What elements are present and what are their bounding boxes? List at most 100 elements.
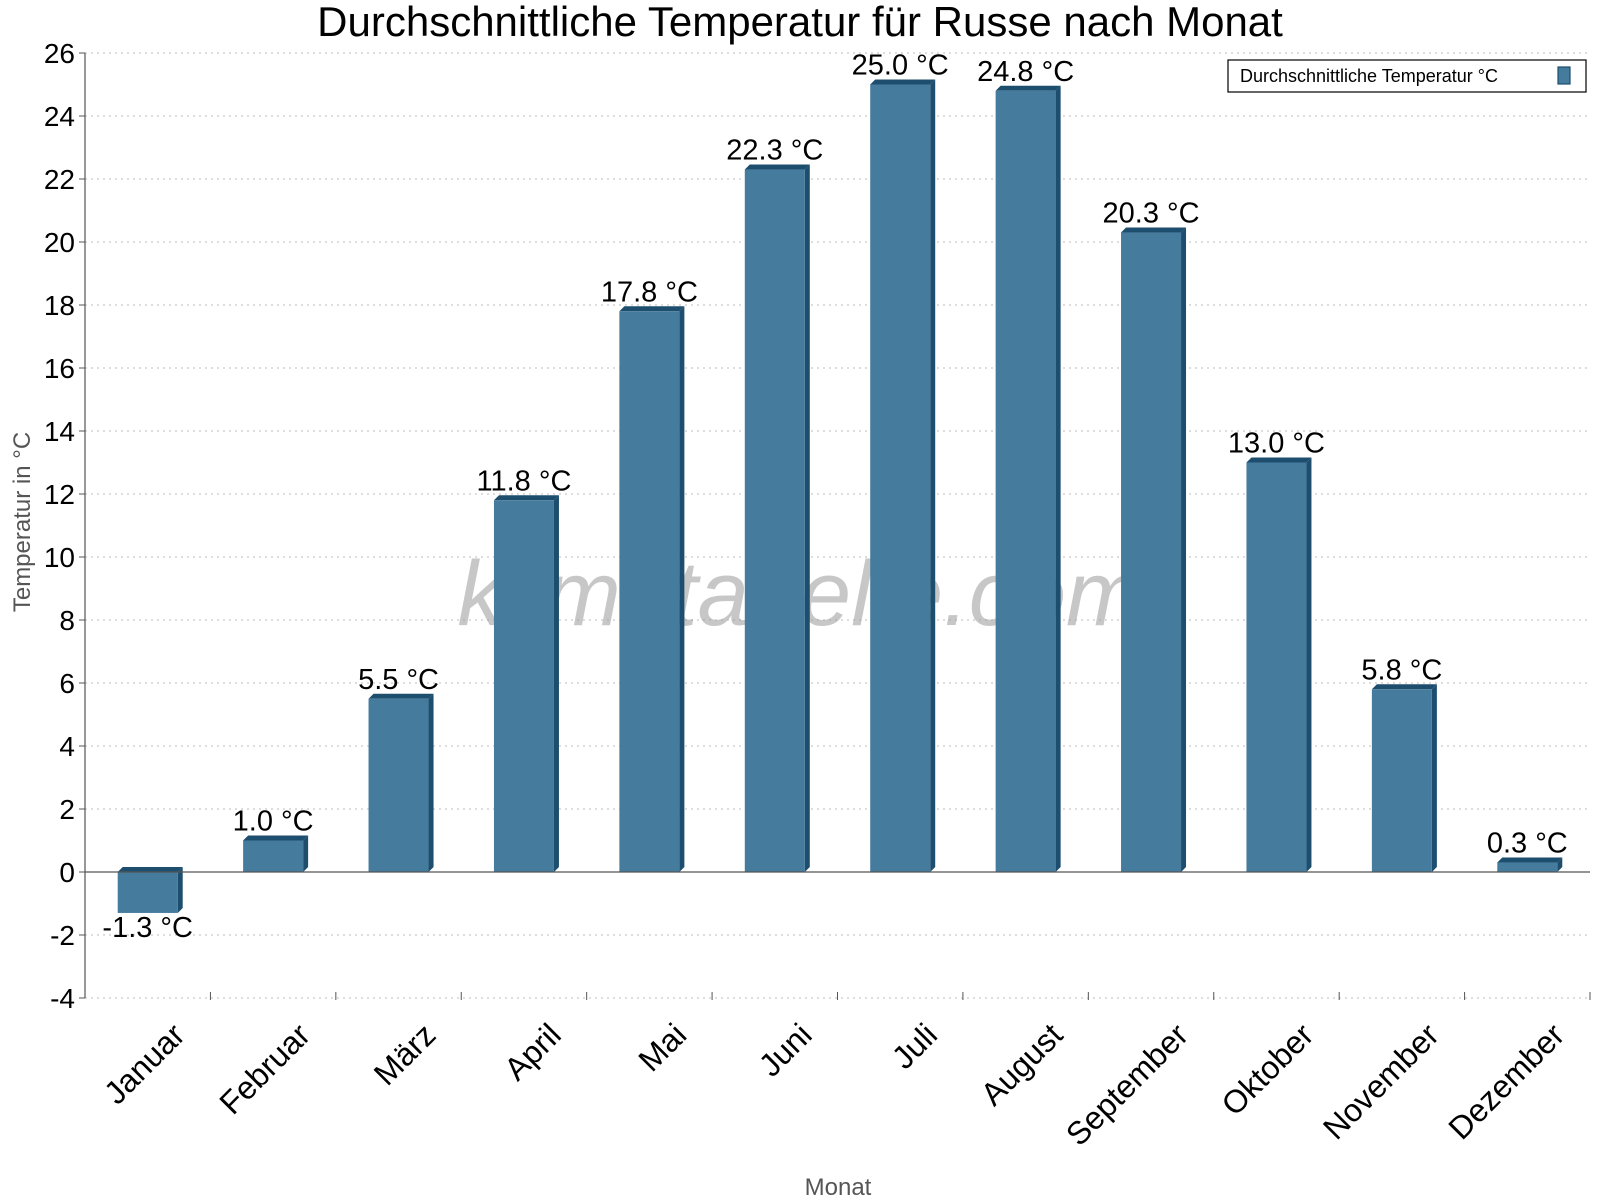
- legend: Durchschnittliche Temperatur °C: [1227, 59, 1587, 93]
- bar-side-face: [1557, 857, 1563, 872]
- bar-front-face: [368, 698, 429, 872]
- data-label: 25.0 °C: [852, 50, 949, 82]
- y-tick-label: 10: [44, 542, 75, 573]
- bar-juni: [744, 164, 810, 873]
- bar-front-face: [243, 840, 304, 872]
- bar-side-face: [553, 495, 559, 872]
- bar-top-face: [1497, 857, 1563, 863]
- data-label: 1.0 °C: [233, 806, 314, 838]
- data-label: 13.0 °C: [1228, 428, 1325, 460]
- bar-top-face: [243, 835, 309, 841]
- y-tick-label: 20: [44, 227, 75, 258]
- x-tick-label: Dezember: [1441, 1016, 1571, 1146]
- bar-side-face: [1431, 684, 1437, 872]
- y-tick-label: 2: [59, 794, 75, 825]
- bar-front-face: [1497, 862, 1558, 872]
- data-label: 24.8 °C: [977, 56, 1074, 88]
- y-axis-title: Temperatur in °C: [9, 432, 36, 612]
- y-tick-label: 12: [44, 479, 75, 510]
- y-tick-label: 14: [44, 416, 75, 447]
- bar-märz: [368, 693, 434, 872]
- x-tick-label: April: [497, 1016, 568, 1087]
- data-labels: -1.3 °C 1.0 °C 5.5 °C 11.8 °C 17.8 °C 22.3 °C…: [102, 50, 1567, 944]
- bar-september: [1121, 227, 1187, 873]
- y-tick-label: 16: [44, 353, 75, 384]
- bar-dezember: [1497, 857, 1563, 872]
- bar-august: [995, 85, 1061, 873]
- bar-front-face: [870, 84, 931, 872]
- bar-front-face: [619, 311, 680, 872]
- x-tick-label: Juni: [752, 1016, 819, 1083]
- bar-side-face: [303, 835, 309, 872]
- bar-februar: [243, 835, 309, 872]
- bar-side-face: [1055, 85, 1061, 873]
- x-tick-label: März: [367, 1016, 443, 1092]
- bar-front-face: [1246, 462, 1307, 872]
- x-tick-label: August: [974, 1016, 1070, 1112]
- bar-januar: [117, 867, 183, 913]
- bar-mai: [619, 306, 685, 872]
- data-label: 17.8 °C: [601, 276, 698, 308]
- bar-top-face: [870, 79, 936, 85]
- bar-top-face: [1371, 684, 1437, 690]
- x-tick-label: November: [1316, 1016, 1446, 1146]
- bar-front-face: [117, 872, 178, 913]
- data-label: 0.3 °C: [1487, 828, 1568, 860]
- bar-side-face: [679, 306, 685, 872]
- x-tick-label: Februar: [212, 1016, 317, 1121]
- data-label: 22.3 °C: [726, 135, 823, 167]
- bar-side-face: [930, 79, 936, 872]
- bar-front-face: [493, 500, 554, 872]
- bar-front-face: [1371, 689, 1432, 872]
- bar-side-face: [1306, 457, 1312, 872]
- y-tick-label: 0: [59, 857, 75, 888]
- bar-top-face: [995, 85, 1061, 91]
- bar-top-face: [117, 867, 183, 872]
- y-tick-label: 6: [59, 668, 75, 699]
- bar-front-face: [995, 90, 1056, 873]
- data-label: 11.8 °C: [477, 465, 572, 497]
- y-tick-label: 18: [44, 290, 75, 321]
- bars: [117, 79, 1563, 913]
- y-tick-label: 4: [59, 731, 75, 762]
- x-tick-label: Januar: [97, 1016, 192, 1111]
- bar-top-face: [1246, 457, 1312, 463]
- bar-oktober: [1246, 457, 1312, 872]
- bar-side-face: [1181, 227, 1187, 873]
- data-label: 5.5 °C: [358, 664, 439, 696]
- bar-top-face: [368, 693, 434, 699]
- legend-label: Durchschnittliche Temperatur °C: [1240, 66, 1498, 86]
- y-tick-label: 24: [44, 101, 75, 132]
- x-tick-label: Oktober: [1214, 1016, 1320, 1122]
- x-tick-label: September: [1059, 1016, 1195, 1152]
- y-tick-label: 22: [44, 164, 75, 195]
- bar-november: [1371, 684, 1437, 872]
- y-tick-label: 26: [44, 38, 75, 69]
- data-label: -1.3 °C: [102, 912, 193, 944]
- x-tick-label: Mai: [631, 1016, 693, 1078]
- axes: [79, 52, 1591, 1000]
- bar-side-face: [804, 164, 810, 873]
- bar-top-face: [619, 306, 685, 312]
- x-tick-label: Juli: [885, 1016, 944, 1075]
- legend-swatch: [1557, 66, 1571, 85]
- bar-juli: [870, 79, 936, 872]
- bar-top-face: [1121, 227, 1187, 233]
- y-tick-label: 8: [59, 605, 75, 636]
- bar-top-face: [744, 164, 810, 170]
- gridlines: [85, 52, 1590, 999]
- bar-front-face: [1121, 232, 1182, 873]
- bar-side-face: [177, 867, 183, 913]
- chart-title: Durchschnittliche Temperatur für Russe n…: [317, 0, 1283, 45]
- y-tick-label: -2: [50, 920, 75, 951]
- x-axis-title: Monat: [805, 1174, 872, 1200]
- data-label: 5.8 °C: [1361, 654, 1442, 686]
- bar-front-face: [744, 169, 805, 873]
- bar-april: [493, 495, 559, 872]
- data-label: 20.3 °C: [1103, 198, 1200, 230]
- legend-box: [1227, 59, 1587, 93]
- bar-side-face: [428, 693, 434, 872]
- bar-top-face: [493, 495, 559, 501]
- y-tick-label: -4: [50, 983, 75, 1014]
